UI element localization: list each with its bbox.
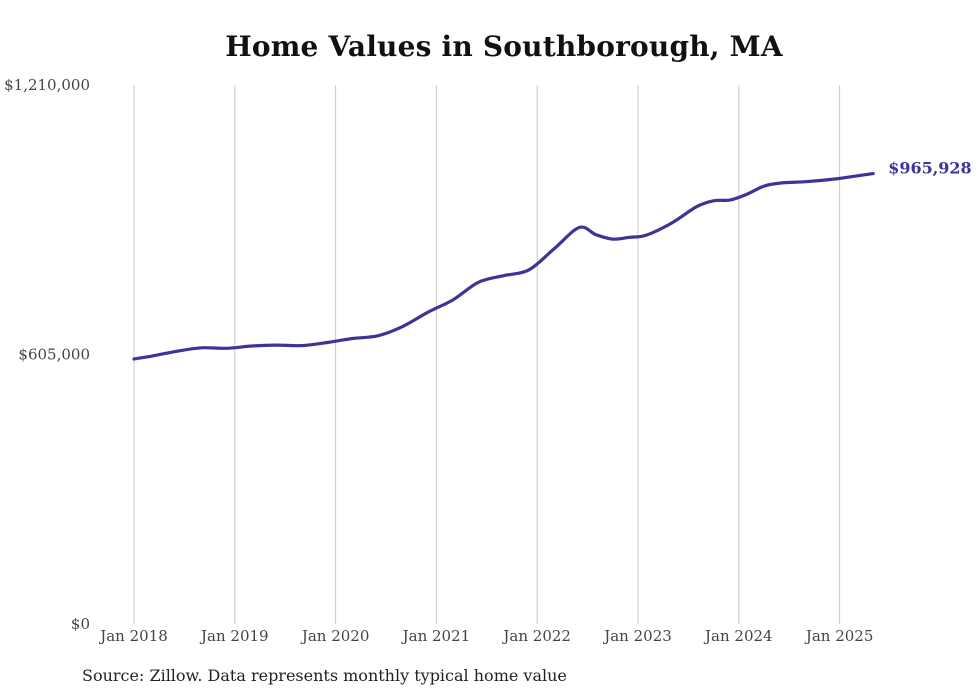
x-tick-label: Jan 2023 <box>602 627 672 645</box>
x-tick-label: Jan 2019 <box>199 627 269 645</box>
y-tick-label: $1,210,000 <box>4 76 90 94</box>
y-tick-label: $0 <box>71 615 90 633</box>
x-tick-label: Jan 2022 <box>501 627 571 645</box>
gridlines <box>133 85 841 624</box>
last-value-label: $965,928 <box>888 159 972 178</box>
chart-title: Home Values in Southborough, MA <box>225 30 783 63</box>
x-tick-label: Jan 2018 <box>98 627 168 645</box>
y-axis-tick-labels: $0 $605,000 $1,210,000 <box>4 76 90 633</box>
x-tick-label: Jan 2021 <box>401 627 471 645</box>
x-tick-label: Jan 2024 <box>703 627 773 645</box>
x-tick-label: Jan 2020 <box>300 627 370 645</box>
series-line <box>132 172 875 361</box>
source-note: Source: Zillow. Data represents monthly … <box>82 666 567 685</box>
x-tick-label: Jan 2025 <box>804 627 874 645</box>
y-tick-label: $605,000 <box>18 346 90 364</box>
x-axis-tick-labels: Jan 2018 Jan 2019 Jan 2020 Jan 2021 Jan 2022… <box>98 627 873 645</box>
